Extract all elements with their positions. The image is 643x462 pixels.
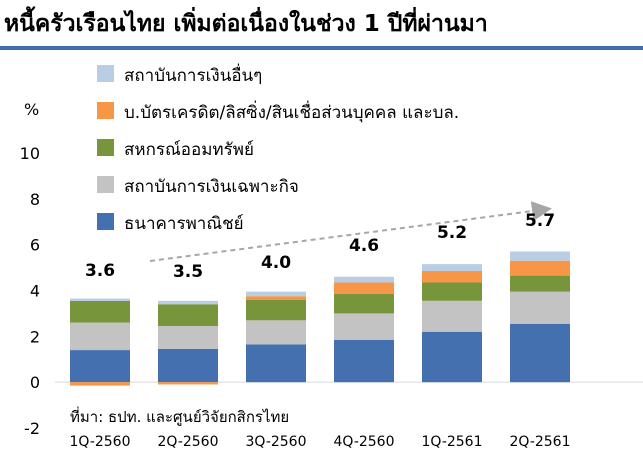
bar-segment xyxy=(246,344,306,383)
chart-title: หนี้ครัวเรือนไทย เพิ่มต่อเนื่องในช่วง 1 … xyxy=(4,11,488,37)
x-tick-label: 1Q-2560 xyxy=(70,434,131,450)
bar-segment xyxy=(70,350,130,383)
y-tick-label: 6 xyxy=(30,236,40,255)
y-tick-label: -2 xyxy=(24,419,40,438)
x-tick-label: 2Q-2560 xyxy=(158,434,219,450)
bar-segment xyxy=(246,296,306,300)
x-tick-label: 2Q-2561 xyxy=(510,434,571,450)
bar-segment xyxy=(70,382,130,386)
total-label: 5.2 xyxy=(437,223,467,243)
bar-segment xyxy=(422,271,482,283)
bar-segment xyxy=(510,251,570,261)
legend-swatch xyxy=(97,213,114,230)
bar-segment xyxy=(246,320,306,345)
bar-segment xyxy=(422,300,482,332)
legend-swatch xyxy=(97,102,114,119)
bar-segment xyxy=(422,282,482,301)
bar-segment xyxy=(510,323,570,383)
legend-layer: สถาบันการเงินอื่นๆบ.บัตรเครดิต/ลิสซิ่ง/ส… xyxy=(97,63,459,234)
y-axis-label: % xyxy=(24,100,39,119)
bar-segment xyxy=(70,298,130,301)
legend-label: บ.บัตรเครดิต/ลิสซิ่ง/สินเชื่อส่วนบุคคล แ… xyxy=(124,100,459,123)
bar-segment xyxy=(510,275,570,292)
bar-segment xyxy=(246,291,306,297)
y-tick-label: 0 xyxy=(30,373,40,392)
bar-segment xyxy=(422,331,482,383)
bar-segment xyxy=(158,300,218,305)
bar-segment xyxy=(510,260,570,276)
legend-label: สถาบันการเงินอื่นๆ xyxy=(124,63,262,86)
legend-label: สหกรณ์ออมทรัพย์ xyxy=(124,140,254,160)
total-label: 3.6 xyxy=(85,261,115,281)
legend-swatch xyxy=(97,65,114,82)
total-label: 4.0 xyxy=(261,253,291,273)
bar-segment xyxy=(422,264,482,272)
bars-layer xyxy=(70,251,570,386)
legend-swatch xyxy=(97,176,114,193)
bar-segment xyxy=(334,282,394,294)
legend-swatch xyxy=(97,139,114,156)
title-underline xyxy=(0,46,643,50)
total-label: 3.5 xyxy=(173,262,203,282)
trend-arrow xyxy=(149,201,552,262)
bar-segment xyxy=(246,299,306,321)
bar-segment xyxy=(158,348,218,383)
bar-segment xyxy=(510,291,570,324)
bar-segment xyxy=(334,276,394,283)
total-label: 5.7 xyxy=(525,211,555,231)
x-tick-label: 4Q-2560 xyxy=(334,434,395,450)
bar-segment xyxy=(334,313,394,340)
chart-area: -2 0 2 4 6 8 10% สถาบันการเงินอื่นๆบ.บัตรเครดิ… xyxy=(0,50,643,458)
bar-segment xyxy=(334,293,394,314)
bar-segment xyxy=(70,300,130,323)
bar-segment xyxy=(334,339,394,383)
title-bar: หนี้ครัวเรือนไทย เพิ่มต่อเนื่องในช่วง 1 … xyxy=(0,0,643,44)
trend-layer xyxy=(149,201,552,262)
bar-segment xyxy=(158,304,218,327)
labels-layer: 1Q-2560 2Q-2560 3Q-2560 4Q-2560 1Q-2561 2Q-25… xyxy=(70,211,571,450)
y-tick-label: 10 xyxy=(20,144,40,163)
source-note: ที่มา: ธปท. และศูนย์วิจัยกสิกรไทย xyxy=(70,406,289,426)
legend-label: สถาบันการเงินเฉพาะกิจ xyxy=(124,177,299,197)
y-tick-label: 8 xyxy=(30,190,40,209)
total-label: 4.6 xyxy=(349,236,379,256)
x-tick-label: 3Q-2560 xyxy=(246,434,307,450)
bar-segment xyxy=(158,326,218,349)
x-tick-label: 1Q-2561 xyxy=(422,434,483,450)
stacked-bar-chart: -2 0 2 4 6 8 10% สถาบันการเงินอื่นๆบ.บัตรเครดิ… xyxy=(20,63,643,450)
bar-segment xyxy=(158,382,218,385)
bar-segment xyxy=(70,322,130,351)
legend-label: ธนาคารพาณิชย์ xyxy=(124,214,244,234)
y-tick-label: 2 xyxy=(30,327,40,346)
y-tick-label: 4 xyxy=(30,282,40,301)
